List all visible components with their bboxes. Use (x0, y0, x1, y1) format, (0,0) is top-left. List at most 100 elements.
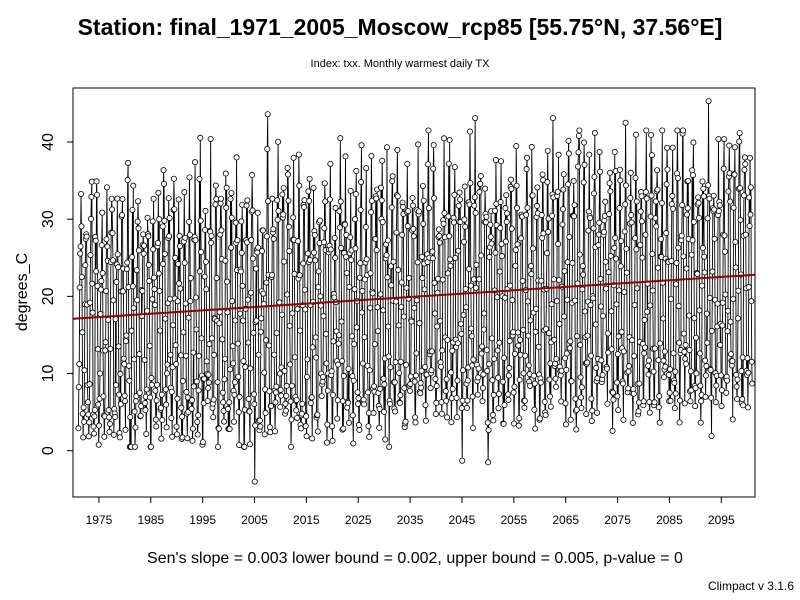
data-point (156, 216, 163, 223)
data-point (192, 237, 199, 244)
data-point (161, 217, 168, 224)
data-point (334, 415, 341, 422)
data-point (287, 398, 294, 405)
data-point (347, 187, 354, 194)
data-point (345, 419, 352, 426)
data-point (732, 238, 739, 245)
data-point (747, 154, 754, 161)
data-point (133, 267, 140, 274)
data-point (479, 398, 486, 405)
data-point (663, 181, 670, 188)
data-point (332, 204, 339, 211)
data-point (628, 212, 635, 219)
data-point (234, 340, 241, 347)
data-point (238, 249, 245, 256)
data-point (78, 274, 85, 281)
data-point (504, 391, 511, 398)
data-point (545, 228, 552, 235)
data-point (329, 437, 336, 444)
data-point (168, 388, 175, 395)
data-point (466, 266, 473, 273)
data-point (494, 294, 501, 301)
data-point (572, 395, 579, 402)
data-point (731, 171, 738, 178)
data-point (455, 202, 462, 209)
data-point (89, 309, 96, 316)
data-point (748, 358, 755, 365)
data-point (472, 209, 479, 216)
data-point (719, 299, 726, 306)
data-point (87, 215, 94, 222)
data-point (264, 146, 271, 153)
data-point (633, 246, 640, 253)
data-point (542, 412, 549, 419)
data-point (170, 322, 177, 329)
data-point (198, 249, 205, 256)
data-point (532, 328, 539, 335)
data-point (742, 161, 749, 168)
data-point (689, 172, 696, 179)
data-point (336, 208, 343, 215)
data-point (710, 192, 717, 199)
data-point (76, 284, 83, 291)
data-point (664, 144, 671, 151)
data-point (364, 389, 371, 396)
data-point (728, 351, 735, 358)
data-point (737, 216, 744, 223)
data-point (179, 377, 186, 384)
data-point (422, 417, 429, 424)
data-point (596, 219, 603, 226)
data-point (425, 205, 432, 212)
data-point (689, 167, 696, 174)
data-point (720, 165, 727, 172)
data-point (155, 270, 162, 277)
x-tick-label: 2085 (656, 513, 683, 527)
data-point (480, 326, 487, 333)
data-point (345, 365, 352, 372)
data-point (457, 196, 464, 203)
data-point (366, 433, 373, 440)
data-point (451, 191, 458, 198)
data-point (686, 346, 693, 353)
data-point (676, 339, 683, 346)
data-point (193, 326, 200, 333)
data-point (202, 207, 209, 214)
data-point (397, 358, 404, 365)
data-point (476, 276, 483, 283)
data-point (592, 321, 599, 328)
data-point (100, 393, 107, 400)
data-point (342, 153, 349, 160)
data-point (688, 251, 695, 258)
data-point (580, 271, 587, 278)
data-point (406, 274, 413, 281)
data-point (414, 259, 421, 266)
data-point (176, 243, 183, 250)
data-point (484, 419, 491, 426)
data-point (541, 398, 548, 405)
data-point (498, 253, 505, 260)
data-point (603, 365, 610, 372)
data-point (567, 416, 574, 423)
data-point (296, 272, 303, 279)
data-point (316, 217, 323, 224)
data-point (705, 182, 712, 189)
data-point (449, 385, 456, 392)
data-point (730, 204, 737, 211)
data-point (307, 399, 314, 406)
data-point (77, 250, 84, 257)
data-point (320, 313, 327, 320)
data-point (94, 283, 101, 290)
data-point (535, 343, 542, 350)
y-tick-label: 40 (40, 133, 57, 151)
data-point (201, 273, 208, 280)
data-point (327, 246, 334, 253)
data-point (641, 350, 648, 357)
data-point (117, 401, 124, 408)
data-point (174, 298, 181, 305)
data-point (263, 233, 270, 240)
data-point (156, 287, 163, 294)
data-point (201, 375, 208, 382)
data-point (286, 248, 293, 255)
data-point (687, 368, 694, 375)
data-point (587, 214, 594, 221)
